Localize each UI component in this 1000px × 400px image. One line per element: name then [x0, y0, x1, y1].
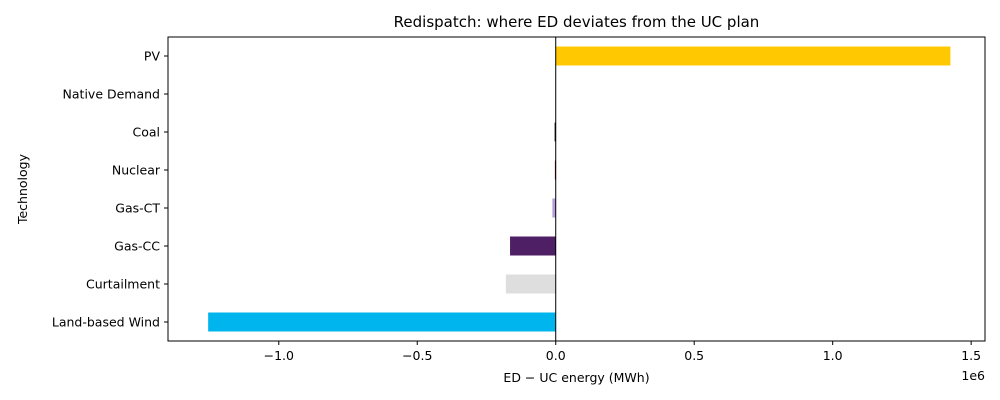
x-axis-scale-label: 1e6 — [961, 368, 985, 383]
bar-curtailment — [505, 274, 556, 294]
x-axis-label: ED − UC energy (MWh) — [503, 370, 649, 385]
bar-land-based-wind — [208, 312, 556, 332]
y-tick-label: PV — [144, 49, 161, 64]
y-tick-label: Native Demand — [63, 87, 160, 102]
x-tick-label: −0.5 — [402, 348, 432, 363]
x-tick-label: 0.5 — [684, 348, 704, 363]
y-tick-label: Gas-CT — [115, 201, 160, 216]
x-ticks-group: −1.0 −0.5 0.0 0.5 1.0 1.5 — [264, 341, 981, 363]
x-tick-label: 0.0 — [546, 348, 566, 363]
bars-group — [208, 46, 951, 332]
y-tick-label: Curtailment — [86, 277, 160, 292]
chart-title: Redispatch: where ED deviates from the U… — [394, 13, 760, 31]
y-tick-label: Nuclear — [112, 163, 161, 178]
y-tick-label: Land-based Wind — [52, 315, 160, 330]
y-tick-label: Gas-CC — [114, 239, 160, 254]
bar-gas-ct — [552, 198, 556, 218]
y-ticks-group: PV Native Demand Coal Nuclear Gas-CT Gas-CC Cu… — [52, 49, 168, 330]
x-tick-label: −1.0 — [264, 348, 294, 363]
bar-gas-cc — [510, 236, 556, 256]
bar-coal — [554, 122, 556, 142]
bar-pv — [555, 46, 951, 66]
x-tick-label: 1.0 — [823, 348, 843, 363]
y-tick-label: Coal — [132, 125, 160, 140]
plot-frame — [167, 36, 986, 342]
y-axis-label: Technology — [15, 153, 30, 225]
x-tick-label: 1.5 — [961, 348, 981, 363]
